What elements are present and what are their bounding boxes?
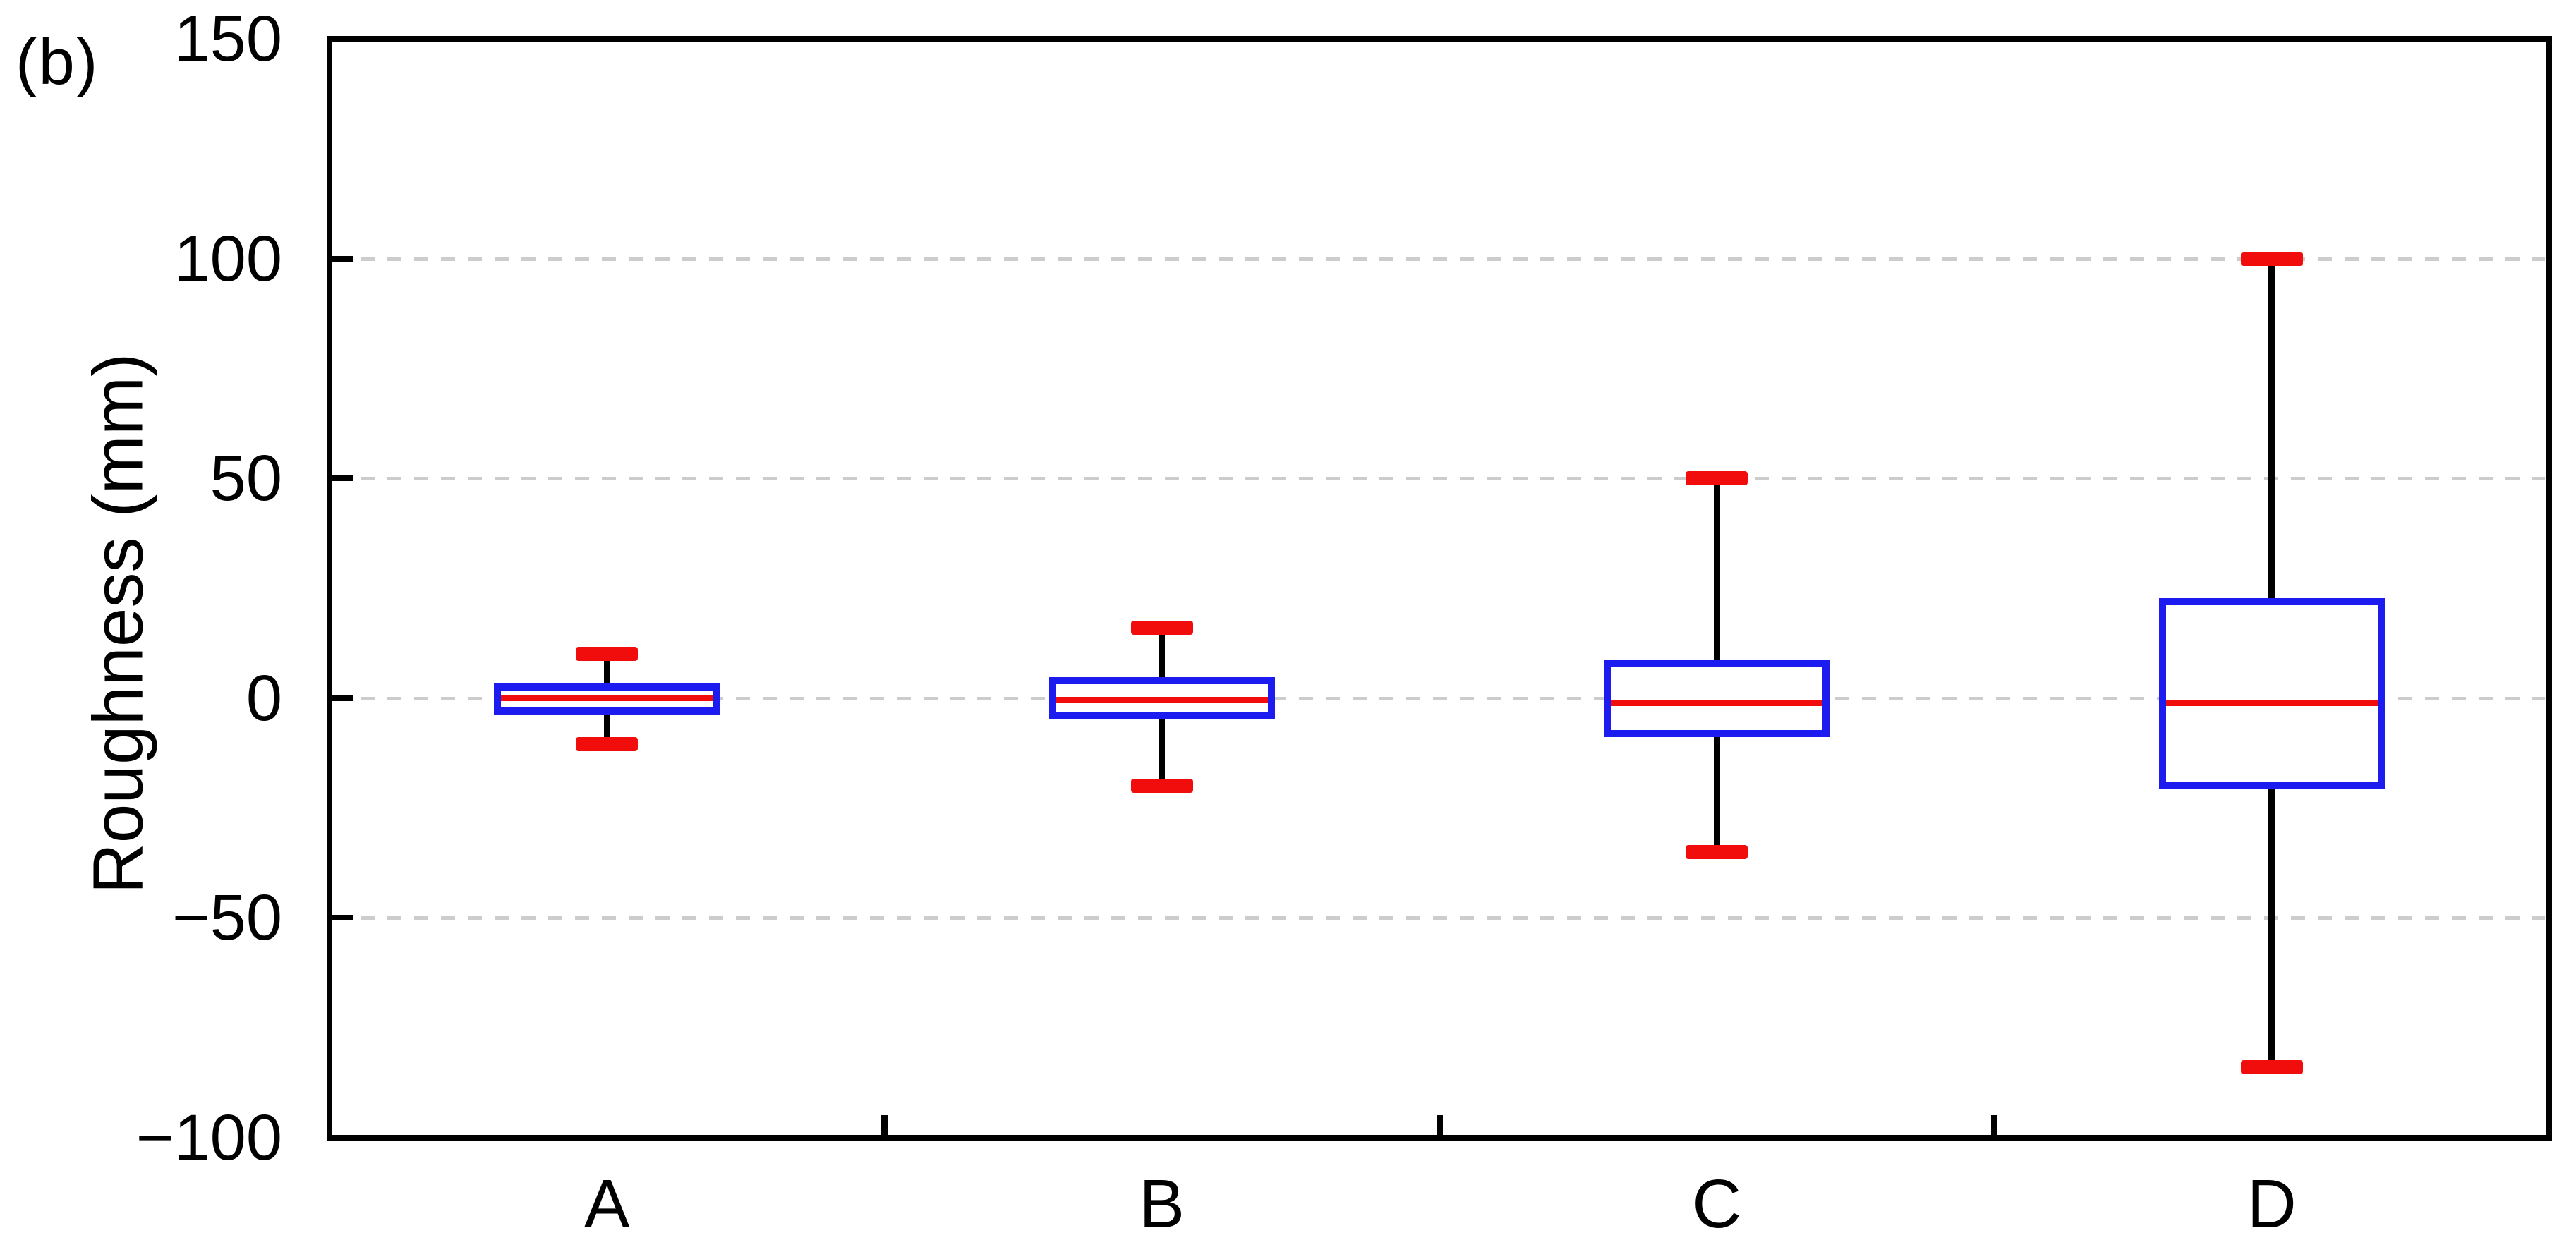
median-line xyxy=(2165,699,2378,706)
iqr-box xyxy=(2158,597,2385,790)
y-tick-label: 50 xyxy=(210,442,282,515)
figure-panel-label: (b) xyxy=(16,26,99,98)
x-category-label: A xyxy=(583,1165,630,1242)
y-tick xyxy=(332,255,353,262)
plot-area-frame xyxy=(327,36,2552,1141)
gridline xyxy=(334,916,2545,920)
x-tick xyxy=(1991,1115,1997,1135)
gridline xyxy=(334,257,2545,261)
iqr-box xyxy=(1604,659,1830,737)
x-category-label: B xyxy=(1139,1165,1185,1242)
y-tick xyxy=(332,695,353,701)
median-line xyxy=(501,695,713,702)
y-tick xyxy=(332,475,353,482)
y-axis-title: Roughness (mm) xyxy=(78,353,158,894)
y-tick xyxy=(332,915,353,921)
median-line xyxy=(1056,697,1268,704)
y-tick-label: −50 xyxy=(171,882,282,954)
x-tick xyxy=(1436,1115,1443,1135)
whisker-cap-top xyxy=(2240,251,2303,266)
x-tick xyxy=(881,1115,888,1135)
y-tick-label: 100 xyxy=(174,222,283,295)
x-category-label: C xyxy=(1692,1165,1742,1242)
y-tick-label: 0 xyxy=(246,662,282,734)
whisker-cap-bottom xyxy=(2240,1060,2303,1075)
whisker-cap-bottom xyxy=(1130,779,1193,794)
whisker-cap-top xyxy=(1686,471,1748,486)
y-tick-label: 150 xyxy=(174,3,283,75)
y-tick-label: −100 xyxy=(135,1102,282,1174)
whisker-cap-bottom xyxy=(1686,844,1748,859)
whisker-cap-bottom xyxy=(576,737,639,752)
whisker-cap-top xyxy=(1130,621,1193,636)
gridline xyxy=(334,477,2545,481)
gridline xyxy=(334,696,2545,700)
x-category-label: D xyxy=(2247,1165,2297,1242)
whisker-cap-top xyxy=(576,647,639,662)
median-line xyxy=(1611,699,1823,706)
